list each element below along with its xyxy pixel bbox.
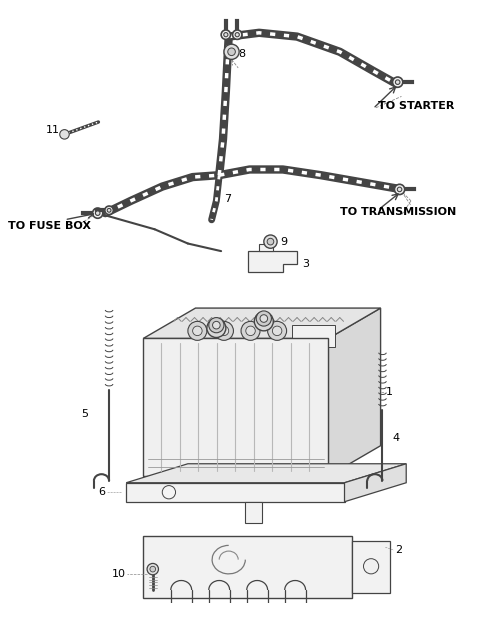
Circle shape [397, 187, 402, 192]
Polygon shape [245, 502, 262, 522]
Circle shape [192, 326, 202, 335]
Text: 2: 2 [395, 545, 402, 555]
Circle shape [188, 321, 207, 340]
Text: 8: 8 [238, 49, 245, 59]
Circle shape [224, 33, 228, 37]
Circle shape [228, 48, 235, 56]
Circle shape [93, 208, 103, 219]
Circle shape [254, 312, 273, 331]
Polygon shape [143, 536, 352, 597]
Text: TO STARTER: TO STARTER [378, 101, 454, 111]
Polygon shape [126, 464, 406, 483]
Text: TO TRANSMISSION: TO TRANSMISSION [340, 207, 456, 217]
Polygon shape [345, 464, 406, 502]
Text: 11: 11 [46, 124, 60, 134]
Circle shape [213, 321, 220, 329]
Circle shape [219, 326, 228, 335]
Circle shape [395, 184, 405, 194]
Text: 10: 10 [112, 569, 126, 579]
Circle shape [256, 311, 271, 326]
Circle shape [260, 314, 268, 322]
Circle shape [396, 80, 400, 84]
Text: 6: 6 [98, 487, 105, 497]
Text: 7: 7 [224, 194, 231, 204]
Polygon shape [292, 325, 335, 347]
Circle shape [224, 44, 239, 59]
Circle shape [215, 321, 233, 340]
Circle shape [221, 30, 230, 40]
Polygon shape [259, 243, 273, 251]
Circle shape [241, 321, 260, 340]
Text: 9: 9 [280, 236, 287, 246]
Polygon shape [248, 251, 297, 272]
Circle shape [232, 30, 242, 40]
Text: TO FUSE BOX: TO FUSE BOX [8, 222, 91, 232]
Circle shape [147, 563, 158, 575]
Polygon shape [352, 540, 390, 593]
Circle shape [60, 129, 69, 139]
Polygon shape [126, 483, 345, 502]
Circle shape [150, 566, 156, 572]
Text: 4: 4 [392, 433, 399, 443]
Circle shape [235, 33, 240, 37]
Text: 1: 1 [385, 387, 392, 397]
Polygon shape [143, 308, 381, 339]
Circle shape [393, 77, 403, 87]
Circle shape [107, 209, 111, 212]
Circle shape [162, 485, 176, 499]
Circle shape [272, 326, 282, 335]
Polygon shape [328, 308, 381, 476]
Circle shape [105, 206, 113, 215]
Circle shape [267, 238, 274, 245]
Text: 3: 3 [302, 259, 309, 269]
Circle shape [264, 235, 277, 248]
Circle shape [209, 318, 224, 333]
Circle shape [363, 559, 379, 574]
Circle shape [207, 319, 226, 337]
Text: 5: 5 [81, 409, 88, 420]
Polygon shape [143, 339, 328, 476]
Circle shape [246, 326, 255, 335]
Circle shape [268, 321, 287, 340]
Circle shape [96, 211, 100, 215]
